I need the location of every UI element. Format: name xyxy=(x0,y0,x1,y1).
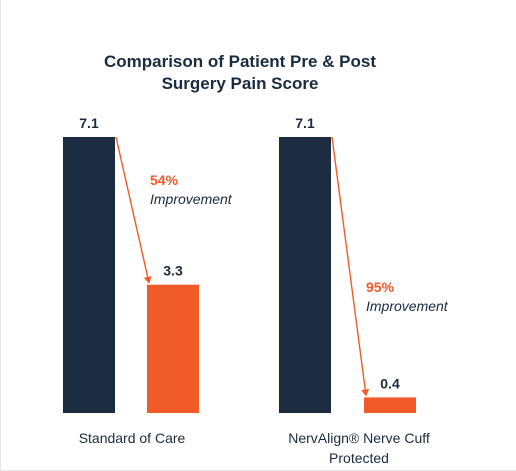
improvement-text: Improvement xyxy=(366,298,449,314)
pre-value-label: 7.1 xyxy=(79,115,99,131)
pre-surgery-bar xyxy=(63,137,115,413)
improvement-percent: 95% xyxy=(366,279,395,295)
improvement-percent: 54% xyxy=(150,172,179,188)
post-value-label: 3.3 xyxy=(163,263,183,279)
category-label: Protected xyxy=(329,450,389,466)
post-value-label: 0.4 xyxy=(380,375,400,391)
improvement-arrow xyxy=(115,136,152,284)
category-label: NervAlign® Nerve Cuff xyxy=(288,430,430,446)
left-border xyxy=(0,0,1,471)
post-surgery-bar xyxy=(147,284,199,413)
improvement-text: Improvement xyxy=(150,191,233,207)
pre-value-label: 7.1 xyxy=(295,115,315,131)
improvement-arrow xyxy=(331,136,370,397)
pre-surgery-bar xyxy=(279,137,331,413)
post-surgery-bar xyxy=(364,397,416,413)
chart-title-line-2: Surgery Pain Score xyxy=(161,74,319,93)
chart-title-line-1: Comparison of Patient Pre & Post xyxy=(103,52,377,71)
category-label: Standard of Care xyxy=(79,430,186,446)
